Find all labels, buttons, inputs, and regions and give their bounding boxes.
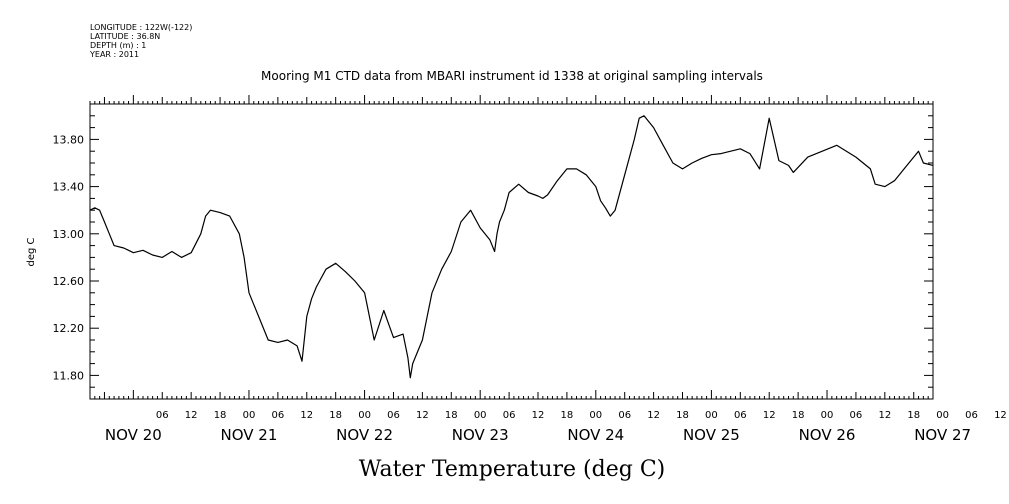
year-line: YEAR : 2011 [89,50,139,59]
plot-frame [89,103,934,400]
y-tick-label: 13.00 [53,228,85,241]
x-tick-hour-label: 18 [445,410,458,421]
depth-line: DEPTH (m) : 1 [90,41,146,50]
longitude-line: LONGITUDE : 122W(-122) [90,23,192,32]
x-tick-day-label: NOV 23 [452,426,509,444]
data-series [89,115,934,379]
x-tick-hour-label: 06 [965,410,978,421]
y-tick-label: 12.60 [53,275,85,288]
x-tick-hour-label: 12 [994,410,1007,421]
x-tick-hour-label: 18 [792,410,805,421]
x-tick-day-label: NOV 24 [567,426,624,444]
y-axis: 11.80 12.20 12.60 13.00 13.40 13.80 [53,103,933,400]
x-tick-hour-label: 06 [734,410,747,421]
x-tick-day-label: NOV 27 [914,426,971,444]
x-tick-hour-label: 12 [416,410,429,421]
x-tick-hour-label: 18 [561,410,574,421]
y-axis-label: deg C [26,237,37,266]
x-tick-hour-label: 00 [358,410,371,421]
x-tick-day-label: NOV 20 [105,426,162,444]
x-tick-day-label: NOV 25 [683,426,740,444]
x-tick-day-label: NOV 22 [336,426,393,444]
temperature-series-line [89,115,934,379]
x-tick-hour-label: 06 [618,410,631,421]
y-tick-label: 13.40 [53,181,85,194]
x-tick-hour-label: 06 [850,410,863,421]
x-tick-day-label: NOV 21 [221,426,278,444]
x-tick-hour-label: 00 [936,410,949,421]
y-tick-label: 13.80 [53,133,85,146]
x-tick-hour-label: 12 [647,410,660,421]
x-tick-hour-label: 12 [532,410,545,421]
x-tick-hour-label: 00 [589,410,602,421]
y-tick-label: 12.20 [53,322,85,335]
x-tick-hour-label: 06 [503,410,516,421]
x-axis-label: Water Temperature (deg C) [359,457,666,482]
x-tick-hour-label: 06 [387,410,400,421]
latitude-line: LATITUDE : 36.8N [90,32,160,41]
x-tick-hour-label: 12 [185,410,198,421]
x-tick-hour-label: 12 [878,410,891,421]
x-tick-hour-label: 00 [243,410,256,421]
x-tick-hour-label: 12 [300,410,313,421]
x-tick-hour-label: 18 [907,410,920,421]
x-tick-hour-label: 18 [329,410,342,421]
y-tick-label: 11.80 [53,369,85,382]
x-tick-hour-label: 12 [763,410,776,421]
x-tick-hour-label: 00 [821,410,834,421]
x-tick-hour-label: 18 [214,410,227,421]
x-axis: 06 12 18 00 06 12 18 00 06 12 18 00 06 12 18 00 06 12 18 00… [89,95,1007,444]
x-tick-hour-label: 18 [676,410,689,421]
metadata-block: LONGITUDE : 122W(-122) LATITUDE : 36.8N … [89,23,192,59]
x-tick-day-label: NOV 26 [799,426,856,444]
x-tick-hour-label: 06 [156,410,169,421]
x-tick-hour-label: 00 [474,410,487,421]
x-tick-hour-label: 06 [272,410,285,421]
chart-title: Mooring M1 CTD data from MBARI instrumen… [261,69,763,83]
x-tick-hour-label: 00 [705,410,718,421]
